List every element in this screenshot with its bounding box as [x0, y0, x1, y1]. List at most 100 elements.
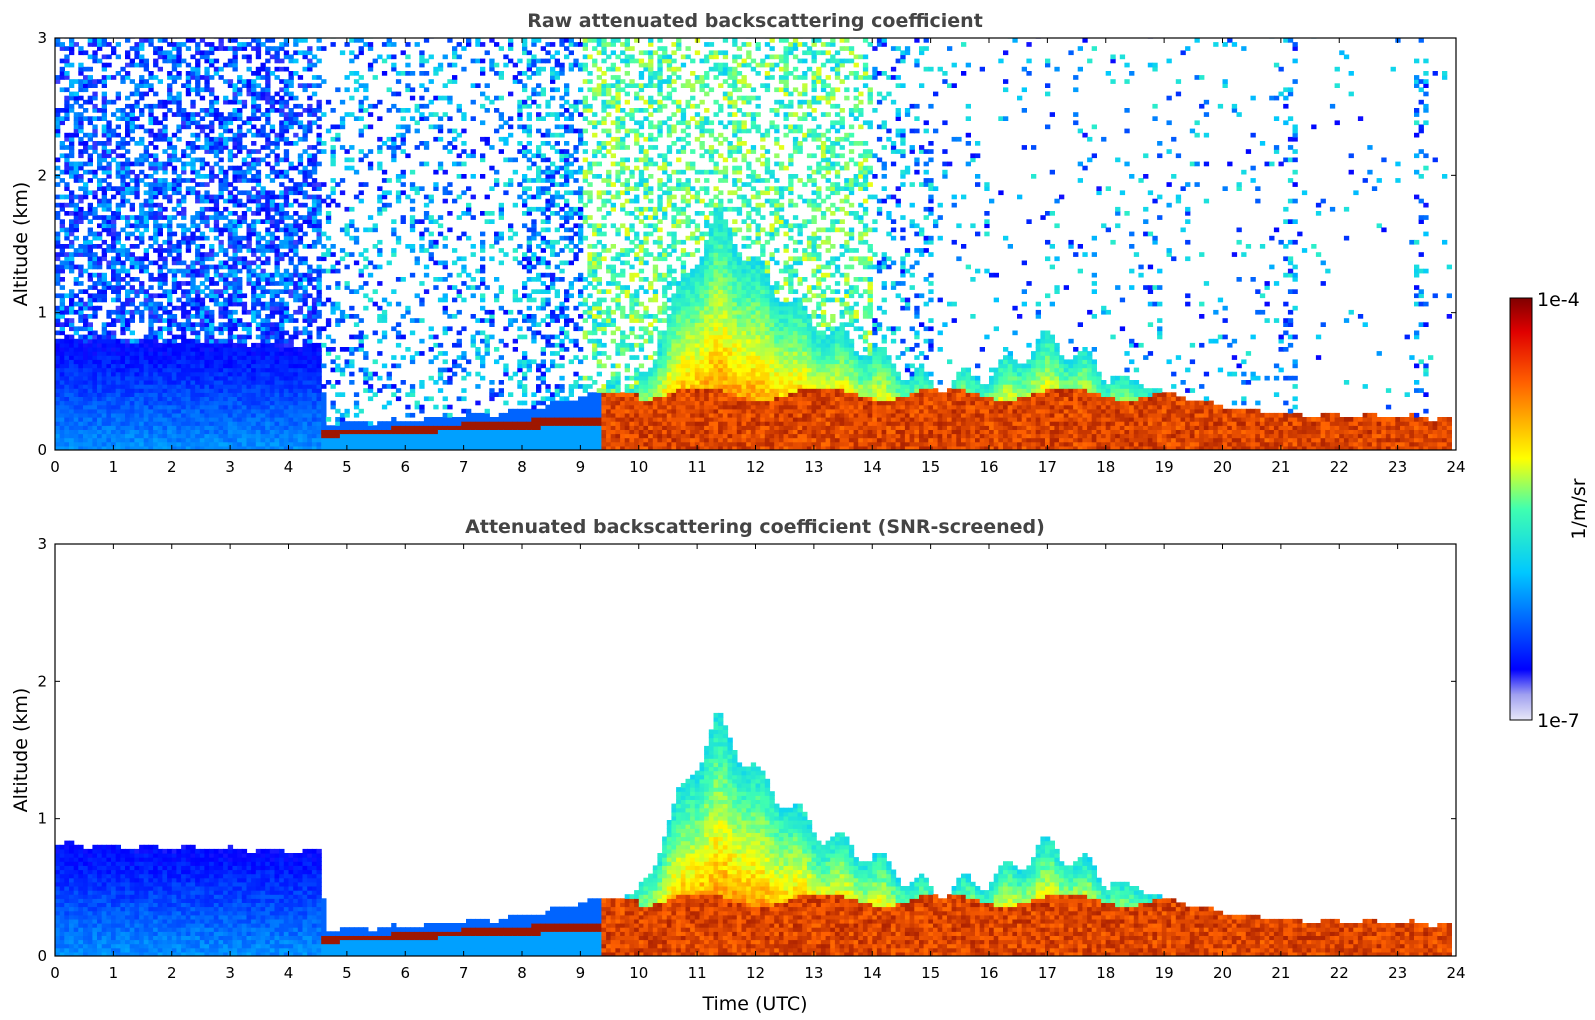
heatmap-cell: [125, 412, 131, 418]
heatmap-cell: [237, 322, 243, 327]
heatmap-cell: [134, 215, 140, 220]
heatmap-cell: [153, 120, 159, 126]
heatmap-cell: [157, 408, 163, 414]
heatmap-cell: [213, 71, 220, 76]
heatmap-cell: [437, 421, 444, 426]
heatmap-cell: [283, 433, 290, 439]
heatmap-cell: [279, 206, 285, 212]
heatmap-cell: [101, 248, 107, 253]
heatmap-cell: [349, 445, 355, 450]
heatmap-cell: [251, 384, 257, 389]
heatmap-cell: [120, 371, 126, 377]
heatmap-cell: [171, 157, 178, 163]
heatmap-cell: [87, 293, 93, 299]
heatmap-cell: [232, 132, 238, 138]
heatmap-cell: [489, 425, 495, 430]
heatmap-cell: [456, 396, 462, 402]
heatmap-cell: [288, 223, 294, 229]
heatmap-cell: [232, 46, 238, 51]
heatmap-cell: [437, 433, 444, 439]
heatmap-cell: [83, 359, 89, 365]
heatmap-cell: [260, 248, 266, 253]
heatmap-cell: [442, 264, 448, 270]
heatmap-cell: [218, 429, 224, 435]
heatmap-cell: [92, 384, 98, 389]
heatmap-cell: [120, 268, 126, 274]
heatmap-cell: [316, 223, 322, 229]
heatmap-cell: [87, 441, 93, 447]
heatmap-cell: [484, 437, 490, 443]
heatmap-cell: [143, 421, 149, 426]
heatmap-cell: [241, 421, 248, 426]
heatmap-cell: [442, 293, 448, 299]
heatmap-cell: [78, 400, 84, 406]
heatmap-cell: [69, 400, 75, 406]
heatmap-cell: [171, 338, 178, 344]
heatmap-cell: [115, 252, 121, 257]
heatmap-cell: [381, 178, 388, 183]
heatmap-cell: [83, 244, 89, 249]
heatmap-cell: [442, 437, 448, 443]
heatmap-cell: [148, 244, 154, 249]
heatmap-cell: [213, 400, 220, 406]
heatmap-cell: [115, 429, 121, 435]
heatmap-cell: [204, 136, 210, 142]
heatmap-cell: [269, 190, 276, 196]
heatmap-cell: [232, 400, 238, 406]
heatmap-cell: [349, 425, 355, 430]
heatmap-cell: [232, 145, 238, 150]
heatmap-cell: [227, 322, 234, 327]
heatmap-cell: [129, 347, 135, 352]
heatmap-cell: [73, 281, 79, 286]
heatmap-cell: [64, 380, 70, 385]
heatmap-cell: [279, 392, 285, 397]
heatmap-cell: [143, 268, 149, 274]
heatmap-cell: [358, 108, 364, 113]
heatmap-cell: [241, 384, 248, 389]
heatmap-cell: [428, 198, 434, 204]
heatmap-cell: [176, 202, 182, 208]
heatmap-cell: [283, 351, 290, 356]
heatmap-cell: [311, 388, 318, 393]
heatmap-cell: [218, 404, 224, 410]
heatmap-cell: [78, 417, 84, 422]
heatmap-cell: [120, 314, 126, 319]
heatmap-cell: [111, 239, 117, 245]
heatmap-cell: [241, 347, 248, 352]
heatmap-cell: [484, 83, 490, 88]
heatmap-cell: [134, 342, 140, 348]
heatmap-cell: [456, 235, 462, 241]
heatmap-cell: [139, 392, 145, 397]
heatmap-cell: [428, 334, 434, 340]
heatmap-cell: [311, 145, 318, 150]
heatmap-cell: [157, 264, 163, 270]
heatmap-cell: [176, 54, 182, 60]
heatmap-cell: [339, 441, 346, 447]
heatmap-cell: [265, 342, 271, 348]
heatmap-cell: [363, 437, 369, 443]
heatmap-cell: [209, 99, 215, 105]
heatmap-cell: [311, 408, 318, 414]
heatmap-cell: [237, 219, 243, 224]
heatmap-cell: [204, 256, 210, 262]
heatmap-cell: [279, 256, 285, 262]
heatmap-cell: [255, 235, 262, 241]
heatmap-cell: [115, 190, 121, 196]
heatmap-cell: [307, 408, 313, 414]
heatmap-cell: [87, 116, 93, 121]
heatmap-cell: [129, 136, 135, 142]
heatmap-cell: [139, 301, 145, 307]
heatmap-cell: [162, 367, 168, 373]
heatmap-cell: [69, 223, 75, 229]
heatmap-cell: [223, 260, 229, 266]
heatmap-cell: [209, 136, 215, 142]
heatmap-cell: [414, 318, 420, 323]
heatmap-cell: [139, 124, 145, 130]
heatmap-cell: [190, 223, 196, 229]
heatmap-cell: [269, 408, 276, 414]
heatmap-cell: [227, 58, 234, 64]
heatmap-cell: [339, 371, 346, 377]
heatmap-cell: [213, 136, 220, 142]
heatmap-cell: [157, 445, 163, 450]
heatmap-cell: [442, 190, 448, 196]
